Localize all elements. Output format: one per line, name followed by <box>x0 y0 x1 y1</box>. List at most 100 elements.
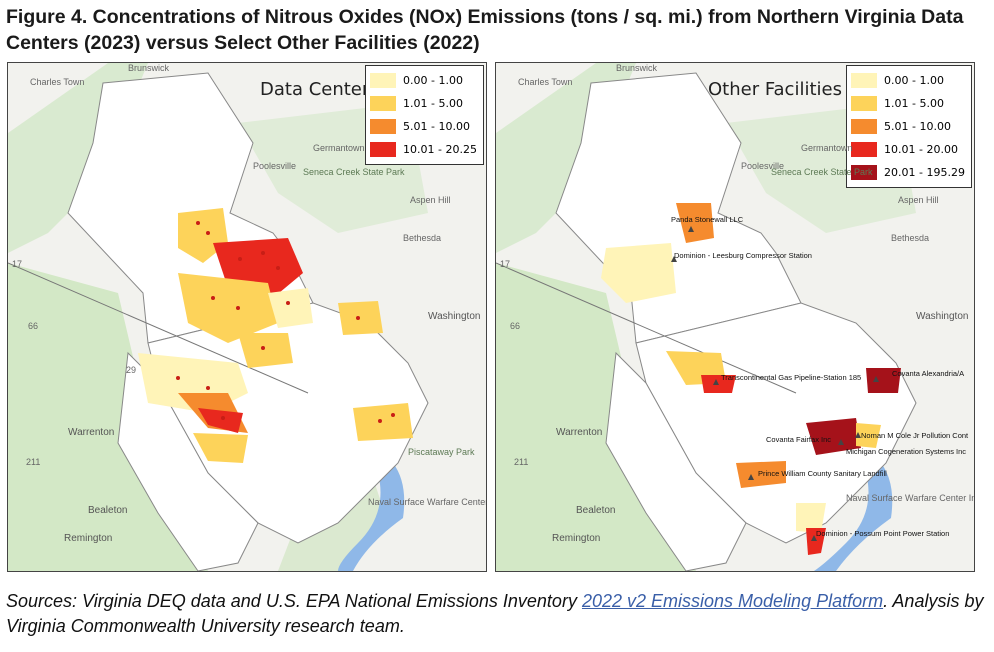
emission-zone-11 <box>353 403 413 441</box>
facility-marker <box>713 379 719 385</box>
emission-zone-6 <box>238 333 293 368</box>
legend-swatch <box>370 142 397 157</box>
data-centers-legend: 0.00 - 1.00 1.01 - 5.00 5.01 - 10.00 10.… <box>365 65 484 165</box>
emission-zone-south <box>796 503 826 533</box>
data-centers-map[interactable]: Data Centers 0.00 - 1.00 1.01 - 5.00 5.0… <box>7 62 487 572</box>
facility-marker <box>873 376 879 382</box>
data-center-point <box>176 376 180 380</box>
facility-marker <box>688 226 694 232</box>
place-label: Aspen Hill <box>898 195 939 205</box>
emission-zone-3 <box>178 273 278 343</box>
data-center-point <box>221 416 225 420</box>
legend-label: 10.01 - 20.00 <box>884 143 958 156</box>
other-facilities-map-title: Other Facilities <box>708 79 842 100</box>
data-center-point <box>206 386 210 390</box>
legend-swatch <box>851 96 878 111</box>
legend-row: 20.01 - 195.29 <box>851 161 965 184</box>
data-center-point <box>238 257 242 261</box>
emission-zone-landfill <box>736 461 786 488</box>
place-label: Poolesville <box>253 161 297 171</box>
place-label: Poolesville <box>741 161 785 171</box>
other-facilities-map[interactable]: Other Facilities 0.00 - 1.00 1.01 - 5.00… <box>495 62 975 572</box>
emission-zone-9 <box>198 408 243 433</box>
legend-label: 1.01 - 5.00 <box>884 97 944 110</box>
other-facilities-map-canvas <box>496 63 974 571</box>
data-centers-map-title: Data Centers <box>260 79 379 100</box>
place-label: Aspen Hill <box>410 195 451 205</box>
place-label: Charles Town <box>30 77 85 87</box>
emissions-modeling-platform-link[interactable]: 2022 v2 Emissions Modeling Platform <box>581 591 884 611</box>
facility-label[interactable]: Dominion - Leesburg Compressor Station <box>674 251 812 260</box>
route-label: 17 <box>500 259 511 269</box>
data-center-point <box>196 221 200 225</box>
place-label: Germantown <box>801 143 853 153</box>
place-label: Washington <box>916 311 969 322</box>
legend-row: 5.01 - 10.00 <box>851 115 965 138</box>
other-facilities-legend: 0.00 - 1.00 1.01 - 5.00 5.01 - 10.00 10.… <box>846 65 972 188</box>
potomac-river <box>338 463 405 571</box>
facility-marker <box>811 535 817 541</box>
data-center-point <box>211 296 215 300</box>
facility-label[interactable]: Dominion - Possum Point Power Station <box>816 529 950 538</box>
legend-swatch <box>370 96 397 111</box>
facility-marker <box>748 474 754 480</box>
legend-row: 0.00 - 1.00 <box>370 69 477 92</box>
facility-label[interactable]: Prince William County Sanitary Landfill <box>758 469 887 478</box>
place-label: Seneca Creek State Park <box>303 167 405 177</box>
legend-label: 1.01 - 5.00 <box>403 97 463 110</box>
place-label: Bethesda <box>403 233 442 243</box>
route-label: 66 <box>510 321 521 331</box>
data-center-points <box>176 221 395 423</box>
legend-swatch <box>851 73 878 88</box>
sources-prefix: Sources: Virginia DEQ data and U.S. EPA … <box>6 591 582 611</box>
legend-label: 0.00 - 1.00 <box>884 74 944 87</box>
state-border-line <box>496 262 797 394</box>
state-border-line <box>8 262 309 394</box>
emission-zone-leesburg <box>601 243 676 303</box>
facility-label[interactable]: Covanta Alexandria/A <box>892 369 965 378</box>
legend-swatch <box>851 142 878 157</box>
legend-row: 1.01 - 5.00 <box>370 92 477 115</box>
figure-title: Figure 4. Concentrations of Nitrous Oxid… <box>6 6 964 54</box>
data-center-point <box>391 413 395 417</box>
place-label: Washington <box>428 311 481 322</box>
place-label: Remington <box>552 533 601 544</box>
place-label: Bethesda <box>891 233 930 243</box>
legend-swatch <box>851 165 878 180</box>
facility-label[interactable]: Transcontinental Gas Pipeline-Station 18… <box>721 373 862 382</box>
route-label: 66 <box>28 321 39 331</box>
place-label: Naval Surface Warfare Center Indian Head <box>368 497 487 507</box>
facility-marker <box>838 439 844 445</box>
facility-label[interactable]: Covanta Fairfax Inc <box>766 435 832 444</box>
emission-zone-4 <box>268 288 313 328</box>
legend-row: 1.01 - 5.00 <box>851 92 965 115</box>
data-center-point <box>276 266 280 270</box>
emission-zone-possum-point <box>806 528 826 555</box>
place-label: Warrenton <box>68 427 115 438</box>
data-center-point <box>206 231 210 235</box>
facility-label[interactable]: Panda Stonewall LLC <box>671 215 744 224</box>
legend-swatch <box>851 119 878 134</box>
legend-row: 10.01 - 20.00 <box>851 138 965 161</box>
data-center-point <box>261 346 265 350</box>
facility-marker <box>855 432 861 438</box>
facility-label[interactable]: Noman M Cole Jr Pollution Cont <box>861 431 969 440</box>
place-label: Seneca Creek State Park <box>771 167 873 177</box>
data-center-point <box>286 301 290 305</box>
facility-label[interactable]: Michigan Cogeneration Systems Inc <box>846 447 967 456</box>
place-label: Brunswick <box>616 63 658 73</box>
place-label: Piscataway Park <box>408 447 475 457</box>
legend-swatch <box>370 73 397 88</box>
place-label: Remington <box>64 533 113 544</box>
route-label: 211 <box>26 457 41 467</box>
place-label: Warrenton <box>556 427 603 438</box>
route-label: 17 <box>12 259 23 269</box>
sources-text: Sources: Virginia DEQ data and U.S. EPA … <box>6 589 986 639</box>
legend-row: 0.00 - 1.00 <box>851 69 965 92</box>
sources-suffix: . Analysis by Virginia Commonwealth Univ… <box>6 591 984 636</box>
prince-william-county <box>605 351 747 571</box>
place-label: Bealeton <box>576 505 616 516</box>
legend-row: 10.01 - 20.25 <box>370 138 477 161</box>
data-center-point <box>356 316 360 320</box>
facility-markers <box>671 226 879 541</box>
